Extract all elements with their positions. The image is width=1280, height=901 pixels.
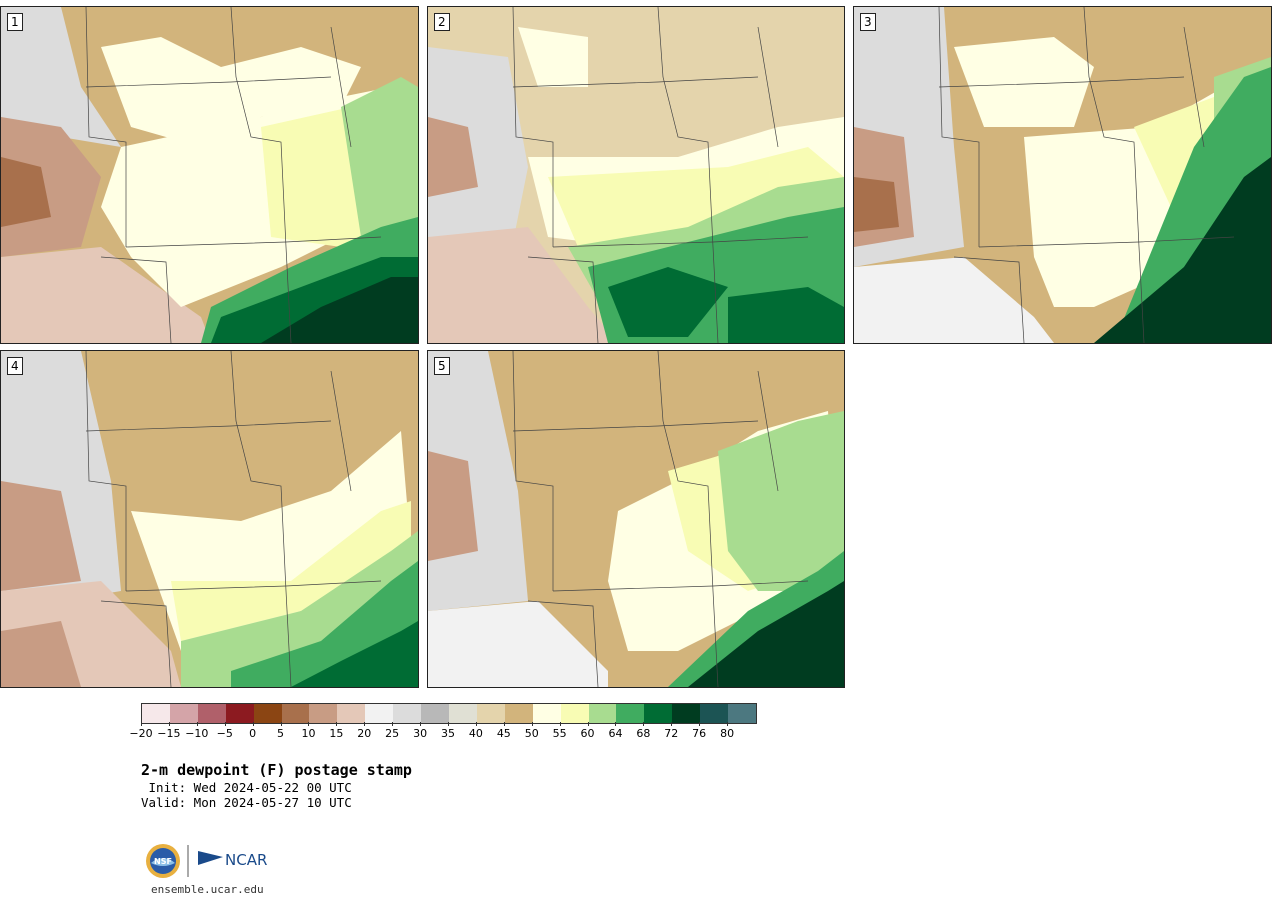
colorbar-tick-label: 76 — [692, 727, 707, 740]
colorbar-swatch — [476, 704, 505, 723]
colorbar-tick-label: 50 — [524, 727, 539, 740]
colorbar-tick-label: −10 — [185, 727, 209, 740]
colorbar-tick-mark — [699, 722, 701, 726]
colorbar-tick-label: 20 — [357, 727, 372, 740]
colorbar-swatch — [504, 704, 533, 723]
chart-title: 2-m dewpoint (F) postage stamp — [141, 761, 412, 779]
colorbar-tick-mark — [141, 722, 142, 726]
colorbar-swatch — [225, 704, 254, 723]
colorbar-swatch — [197, 704, 226, 723]
colorbar-tick-mark — [168, 722, 170, 726]
colorbar-swatch — [253, 704, 282, 723]
colorbar-tick-label: −15 — [157, 727, 181, 740]
colorbar-swatch — [421, 704, 449, 723]
colorbar-swatch — [644, 704, 673, 723]
colorbar-tick-label: 0 — [249, 727, 257, 740]
panel-number: 5 — [434, 357, 450, 375]
valid-time: Valid: Mon 2024-05-27 10 UTC — [141, 795, 352, 810]
colorbar-tick-label: 72 — [664, 727, 679, 740]
colorbar-tick-mark — [727, 722, 729, 726]
colorbar-tick-mark — [503, 722, 505, 726]
panel-number: 2 — [434, 13, 450, 31]
colorbar-tick-mark — [336, 722, 338, 726]
map-panel-2: 2 — [427, 6, 845, 344]
colorbar-tick-label: 30 — [413, 727, 428, 740]
colorbar-swatch — [728, 704, 756, 723]
colorbar-swatch — [616, 704, 645, 723]
colorbar-tick-mark — [643, 722, 645, 726]
dewpoint-map-1 — [1, 7, 418, 343]
colorbar-tick-label: 35 — [441, 727, 455, 740]
map-panel-3: 3 — [853, 6, 1272, 344]
nsf-logo-icon: NSF — [146, 844, 180, 878]
colorbar-tick-mark — [559, 722, 561, 726]
map-panel-5: 5 — [427, 350, 845, 688]
colorbar-swatch — [281, 704, 310, 723]
colorbar-tick-label: 15 — [329, 727, 344, 740]
colorbar-tick-mark — [587, 722, 589, 726]
map-panel-4: 4 — [0, 350, 419, 688]
colorbar-swatch — [337, 704, 366, 723]
colorbar-swatch — [169, 704, 198, 723]
colorbar-tick-mark — [224, 722, 226, 726]
init-time: Init: Wed 2024-05-22 00 UTC — [141, 780, 352, 795]
colorbar-tick-mark — [448, 722, 449, 726]
panel-number: 1 — [7, 13, 23, 31]
colorbar-tick-mark — [420, 722, 422, 726]
colorbar-tick-label: 10 — [301, 727, 316, 740]
colorbar-tick-mark — [531, 722, 533, 726]
logos: NSF NCAR — [145, 843, 275, 879]
colorbar-tick-label: 64 — [608, 727, 623, 740]
panel-number: 3 — [860, 13, 876, 31]
colorbar-tick-label: 55 — [552, 727, 567, 740]
map-panel-1: 1 — [0, 6, 419, 344]
nsf-ncar-logo: NSF NCAR — [146, 844, 267, 878]
colorbar-swatch — [142, 704, 170, 723]
dewpoint-map-3 — [854, 7, 1271, 343]
colorbar-tick-mark — [615, 722, 617, 726]
colorbar-swatch — [365, 704, 394, 723]
colorbar-tick-mark — [280, 722, 282, 726]
colorbar-tick-mark — [671, 722, 673, 726]
colorbar-tick-mark — [308, 722, 310, 726]
dewpoint-map-5 — [428, 351, 844, 687]
svg-text:NSF: NSF — [154, 857, 172, 866]
dewpoint-map-2 — [428, 7, 844, 343]
colorbar-swatch — [560, 704, 589, 723]
colorbar-swatch — [393, 704, 422, 723]
colorbar-tick-mark — [392, 722, 394, 726]
colorbar-swatch — [309, 704, 338, 723]
colorbar-swatch — [672, 704, 701, 723]
colorbar-tick-mark — [364, 722, 366, 726]
colorbar-swatch — [588, 704, 617, 723]
colorbar-swatch — [532, 704, 561, 723]
svg-text:NCAR: NCAR — [225, 851, 267, 869]
colorbar-swatch — [700, 704, 729, 723]
colorbar-tick-label: 60 — [580, 727, 595, 740]
colorbar-swatch — [448, 704, 477, 723]
colorbar-tick-mark — [475, 722, 477, 726]
colorbar-tick-label: −5 — [216, 727, 233, 740]
colorbar-tick-label: 45 — [496, 727, 511, 740]
colorbar — [141, 703, 757, 724]
colorbar-tick-label: 40 — [468, 727, 483, 740]
colorbar-tick-label: 25 — [385, 727, 400, 740]
colorbar-tick-label: −20 — [129, 727, 153, 740]
dewpoint-map-4 — [1, 351, 418, 687]
colorbar-tick-label: 5 — [277, 727, 285, 740]
ncar-logo-icon: NCAR — [198, 851, 267, 869]
colorbar-tick-mark — [196, 722, 198, 726]
panel-number: 4 — [7, 357, 23, 375]
colorbar-tick-label: 68 — [636, 727, 651, 740]
website-url: ensemble.ucar.edu — [151, 883, 264, 896]
colorbar-tick-label: 80 — [720, 727, 735, 740]
colorbar-tick-mark — [252, 722, 254, 726]
